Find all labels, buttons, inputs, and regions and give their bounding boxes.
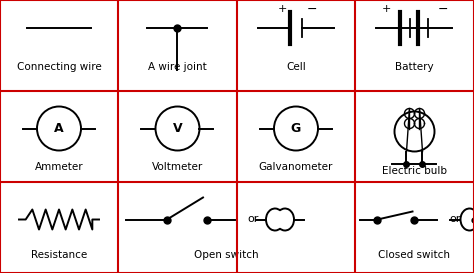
Text: A wire joint: A wire joint	[148, 63, 207, 73]
Text: +: +	[277, 4, 287, 14]
Text: Cell: Cell	[286, 63, 306, 73]
Text: G: G	[291, 122, 301, 135]
Text: Battery: Battery	[395, 63, 434, 73]
Text: Closed switch: Closed switch	[379, 251, 450, 260]
Text: Resistance: Resistance	[31, 251, 87, 260]
Text: −: −	[437, 3, 448, 16]
Text: Ammeter: Ammeter	[35, 162, 83, 171]
Text: Galvanometer: Galvanometer	[259, 162, 333, 171]
Text: Open switch: Open switch	[194, 251, 259, 260]
Text: −: −	[307, 3, 317, 16]
Text: or: or	[247, 215, 259, 224]
Text: or: or	[450, 215, 461, 224]
Text: +: +	[382, 4, 391, 14]
Text: A: A	[54, 122, 64, 135]
Text: V: V	[173, 122, 182, 135]
Text: Electric bulb: Electric bulb	[382, 167, 447, 177]
Text: Connecting wire: Connecting wire	[17, 63, 101, 73]
Text: Voltmeter: Voltmeter	[152, 162, 203, 171]
